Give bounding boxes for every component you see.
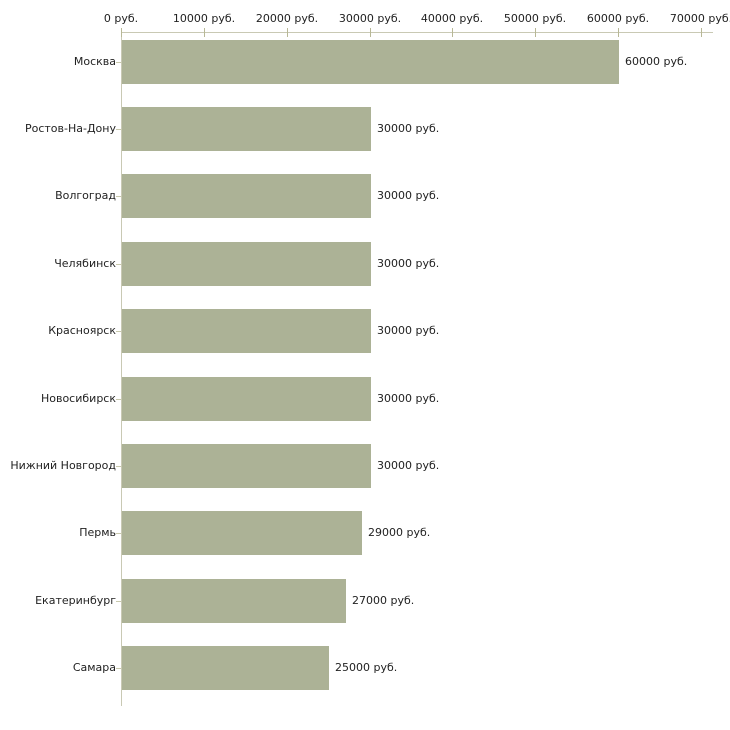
x-axis-tick <box>618 28 619 37</box>
category-label: Новосибирск <box>40 392 116 405</box>
category-label: Челябинск <box>54 257 116 270</box>
bar-value-label: 30000 руб. <box>377 392 440 405</box>
bar <box>122 444 371 488</box>
category-label: Ростов-На-Дону <box>24 122 116 135</box>
y-axis-line <box>121 32 122 706</box>
bar-value-label: 29000 руб. <box>368 526 431 539</box>
category-label: Волгоград <box>55 189 116 202</box>
bar-value-label: 30000 руб. <box>377 459 440 472</box>
bar <box>122 242 371 286</box>
x-axis-tick <box>121 28 122 37</box>
category-label: Екатеринбург <box>35 594 116 607</box>
bar-value-label: 30000 руб. <box>377 189 440 202</box>
x-axis-tick-label: 30000 руб. <box>338 12 402 25</box>
x-axis-tick <box>535 28 536 37</box>
bar-value-label: 60000 руб. <box>625 55 688 68</box>
category-label: Нижний Новгород <box>10 459 116 472</box>
category-tick <box>116 196 121 197</box>
bar <box>122 40 619 84</box>
x-axis-tick <box>287 28 288 37</box>
category-tick <box>116 601 121 602</box>
category-tick <box>116 129 121 130</box>
category-label: Москва <box>73 55 116 68</box>
x-axis-line <box>121 32 713 33</box>
x-axis-tick-label: 40000 руб. <box>420 12 484 25</box>
bar <box>122 174 371 218</box>
bar <box>122 511 362 555</box>
x-axis-tick <box>204 28 205 37</box>
x-axis-tick-label: 70000 руб. <box>669 12 730 25</box>
category-tick <box>116 466 121 467</box>
bar-value-label: 30000 руб. <box>377 324 440 337</box>
x-axis-tick-label: 60000 руб. <box>586 12 650 25</box>
x-axis-tick-label: 10000 руб. <box>172 12 236 25</box>
bar <box>122 377 371 421</box>
category-tick <box>116 668 121 669</box>
x-axis-tick <box>452 28 453 37</box>
category-tick <box>116 264 121 265</box>
category-label: Самара <box>72 661 116 674</box>
bar-value-label: 30000 руб. <box>377 257 440 270</box>
category-label: Красноярск <box>48 324 116 337</box>
x-axis-tick <box>370 28 371 37</box>
bar <box>122 579 346 623</box>
category-tick <box>116 533 121 534</box>
category-tick <box>116 331 121 332</box>
category-label: Пермь <box>79 526 116 539</box>
category-tick <box>116 62 121 63</box>
x-axis-tick-label: 20000 руб. <box>255 12 319 25</box>
x-axis-tick <box>701 28 702 37</box>
category-tick <box>116 399 121 400</box>
x-axis-tick-label: 0 руб. <box>103 12 139 25</box>
x-axis-tick-label: 50000 руб. <box>503 12 567 25</box>
bar <box>122 309 371 353</box>
bar-value-label: 27000 руб. <box>352 594 415 607</box>
bar-value-label: 30000 руб. <box>377 122 440 135</box>
bar <box>122 107 371 151</box>
bar <box>122 646 329 690</box>
bar-value-label: 25000 руб. <box>335 661 398 674</box>
